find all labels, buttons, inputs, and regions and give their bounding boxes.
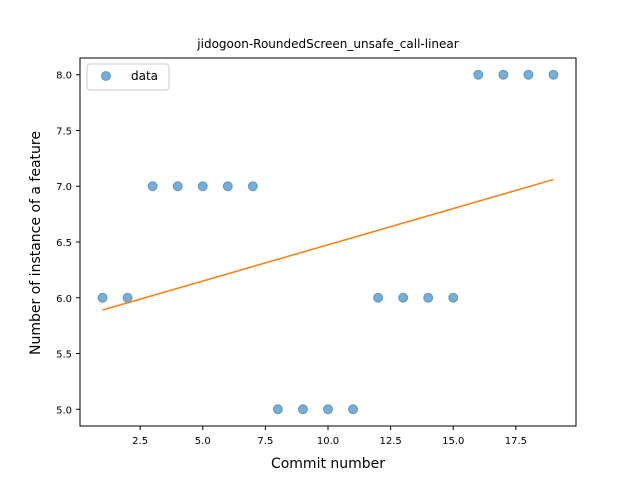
x-tick-label: 15.0	[442, 436, 464, 447]
data-point	[523, 69, 534, 80]
y-axis: 5.0 5.5 6.0 6.5 7.0 7.5 8.0	[56, 71, 80, 416]
x-axis: 2.5 5.0 7.5 10.0 12.5 15.0 17.5	[132, 426, 527, 447]
data-point	[398, 292, 409, 303]
y-tick-label: 5.0	[56, 405, 72, 416]
x-tick-label: 7.5	[257, 436, 273, 447]
data-point	[373, 292, 384, 303]
chart-title: jidogoon-RoundedScreen_unsafe_call-linea…	[196, 37, 458, 51]
data-point	[122, 292, 133, 303]
y-tick-label: 5.5	[56, 350, 72, 361]
x-tick-label: 12.5	[379, 436, 401, 447]
data-point	[97, 292, 108, 303]
data-point	[172, 181, 183, 192]
legend-box	[86, 63, 170, 91]
data-point	[448, 292, 459, 303]
data-point	[297, 404, 308, 415]
data-point	[272, 404, 283, 415]
fit-line	[102, 178, 554, 311]
x-tick-label: 2.5	[132, 436, 148, 447]
data-point	[548, 69, 559, 80]
y-tick-label: 7.0	[56, 182, 72, 193]
x-tick-label: 17.5	[505, 436, 527, 447]
x-tick-label: 10.0	[317, 436, 339, 447]
data-point	[247, 181, 258, 192]
y-tick-label: 7.5	[56, 126, 72, 137]
data-point	[423, 292, 434, 303]
data-point	[348, 404, 359, 415]
y-tick-label: 6.5	[56, 238, 72, 249]
x-tick-label: 5.0	[195, 436, 211, 447]
data-point	[147, 181, 158, 192]
y-tick-label: 8.0	[56, 71, 72, 82]
legend: data	[86, 63, 170, 91]
y-tick-label: 6.0	[56, 294, 72, 305]
data-point	[473, 69, 484, 80]
y-axis-title: Number of instance of a feature	[28, 131, 44, 355]
data-point	[222, 181, 233, 192]
data-point	[197, 181, 208, 192]
legend-marker	[101, 71, 111, 81]
legend-label-data: data	[131, 69, 158, 83]
x-axis-title: Commit number	[271, 456, 385, 472]
data-point	[323, 404, 333, 415]
data-point	[498, 69, 509, 80]
